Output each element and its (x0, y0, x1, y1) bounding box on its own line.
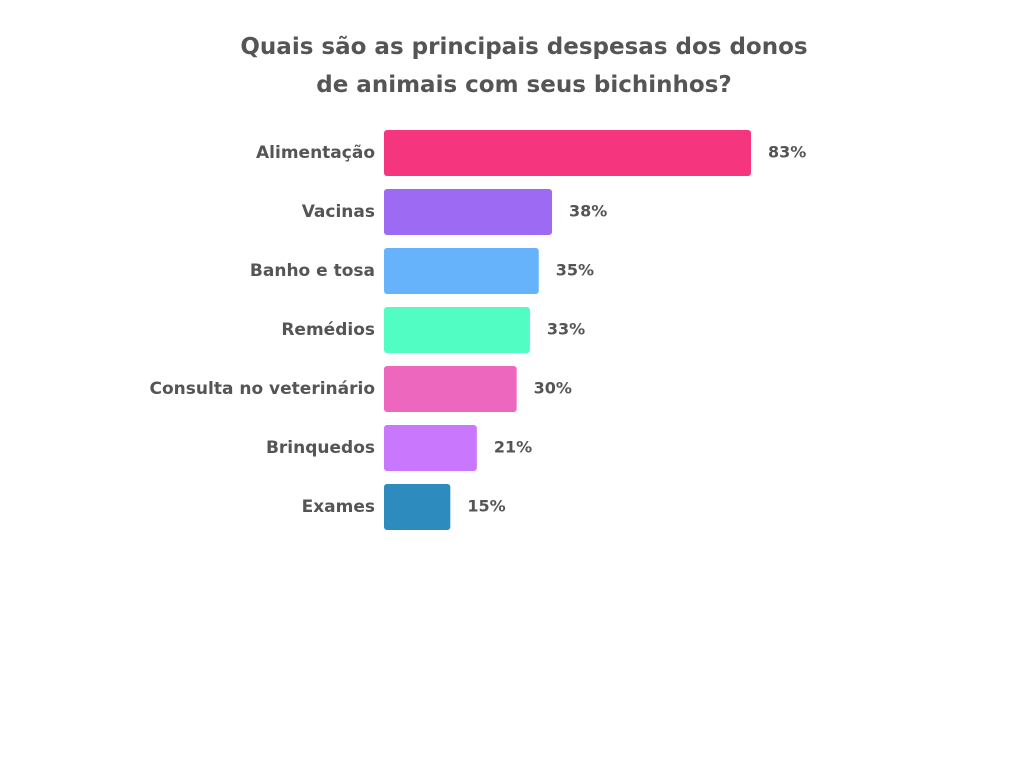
category-label-3: Remédios (281, 320, 375, 340)
value-label-0: 83% (768, 143, 806, 162)
bar-5 (384, 425, 477, 471)
value-label-1: 38% (569, 202, 607, 221)
chart-title: Quais são as principais despesas dos don… (0, 28, 1024, 104)
value-label-6: 15% (467, 497, 505, 516)
bar-2 (384, 248, 539, 294)
value-label-5: 21% (494, 438, 532, 457)
category-label-0: Alimentação (256, 143, 375, 163)
bar-0 (384, 130, 751, 176)
value-label-4: 30% (534, 379, 572, 398)
chart-title-line-1: Quais são as principais despesas dos don… (240, 34, 808, 60)
category-label-4: Consulta no veterinário (150, 379, 375, 399)
bar-1 (384, 189, 553, 235)
bar-4 (384, 366, 517, 412)
chart-title-line-2: de animais com seus bichinhos? (316, 72, 732, 98)
category-label-1: Vacinas (302, 202, 375, 222)
category-label-2: Banho e tosa (250, 261, 375, 281)
bar-6 (384, 484, 451, 530)
value-label-3: 33% (547, 320, 585, 339)
category-label-5: Brinquedos (266, 438, 375, 458)
bar-3 (384, 307, 530, 353)
value-label-2: 35% (556, 261, 594, 280)
category-label-6: Exames (302, 497, 375, 517)
